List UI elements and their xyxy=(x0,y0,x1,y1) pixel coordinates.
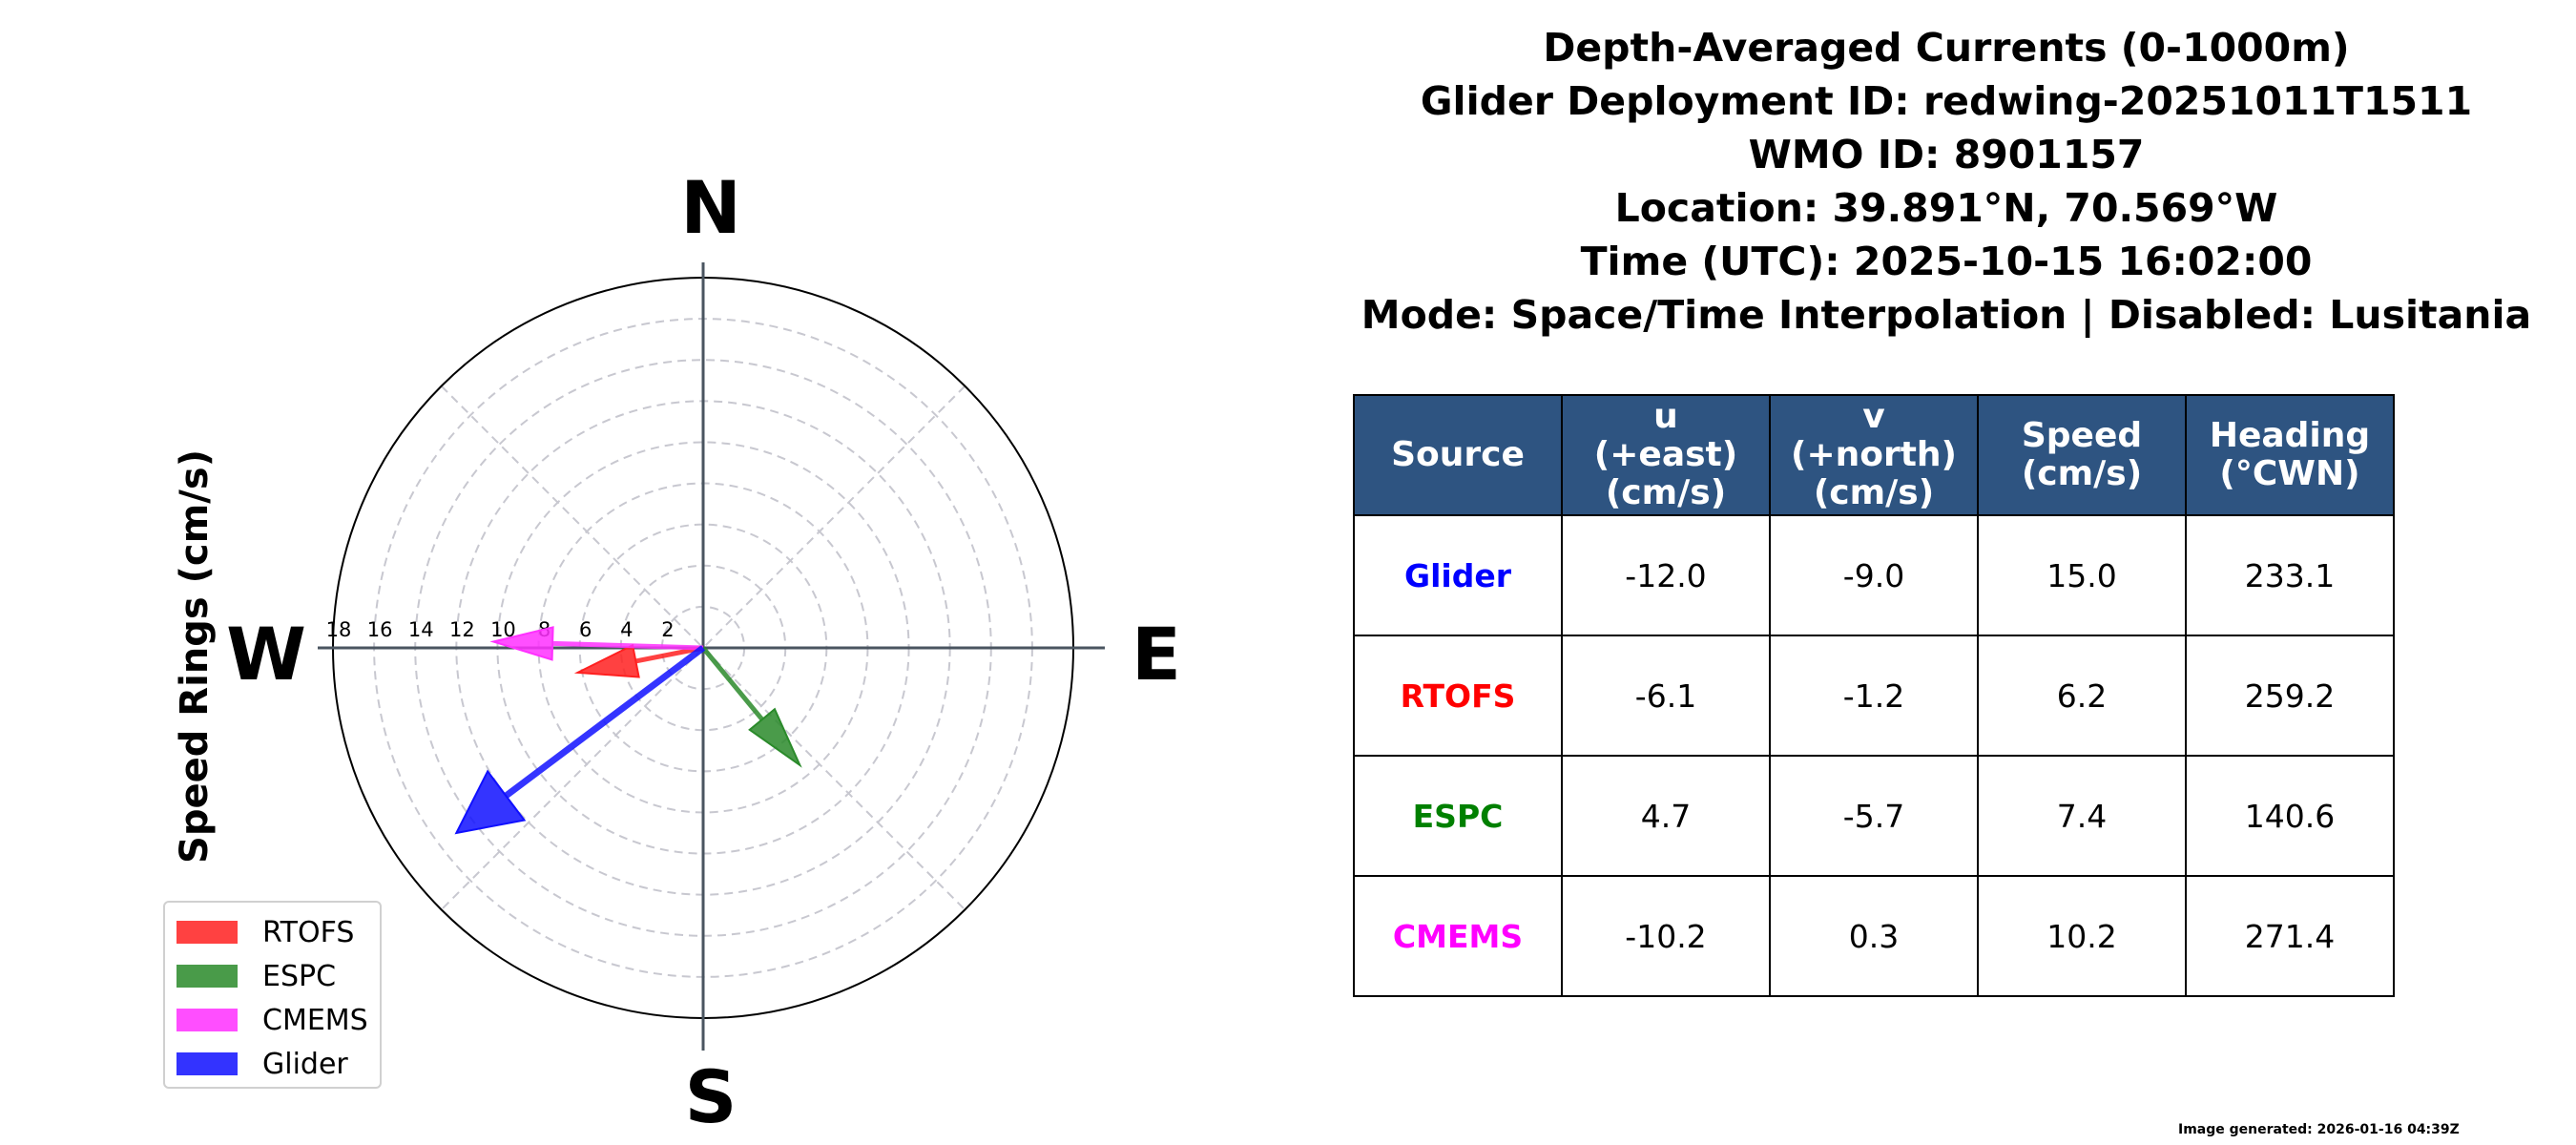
vector-head-espc xyxy=(748,707,802,768)
ring-tick-label: 2 xyxy=(661,618,674,641)
ring-tick-label: 4 xyxy=(620,618,633,641)
currents-table: Source u (+east) (cm/s) v (+north) (cm/s… xyxy=(1353,394,2395,997)
vector-shaft-rtofs xyxy=(634,645,704,664)
west-label: W xyxy=(226,612,306,697)
south-label: S xyxy=(684,1054,737,1139)
cell-source: ESPC xyxy=(1353,755,1563,877)
image-generated-timestamp: Image generated: 2026-01-16 04:39Z xyxy=(2178,1122,2460,1137)
title-line: Location: 39.891°N, 70.569°W xyxy=(1614,185,2278,231)
east-label: E xyxy=(1132,612,1181,697)
cell-u: 4.7 xyxy=(1561,755,1771,877)
vector-head-glider xyxy=(454,769,527,835)
legend-item-rtofs: RTOFS xyxy=(177,910,368,954)
table-row: ESPC 4.7 -5.7 7.4 140.6 xyxy=(1353,755,2395,877)
ring-tick-label: 14 xyxy=(408,618,434,641)
header-speed: Speed (cm/s) xyxy=(1977,394,2187,516)
figure-title: Depth-Averaged Currents (0-1000m) Glider… xyxy=(1278,21,2576,342)
legend-swatch xyxy=(177,1009,238,1031)
diagonal-gridline xyxy=(440,385,966,911)
cell-heading: 140.6 xyxy=(2185,755,2395,877)
vector-shaft-glider xyxy=(504,645,706,799)
cell-speed: 15.0 xyxy=(1977,514,2187,636)
legend-swatch xyxy=(177,921,238,944)
header-u: u (+east) (cm/s) xyxy=(1561,394,1771,516)
cell-speed: 6.2 xyxy=(1977,635,2187,757)
header-v: v (+north) (cm/s) xyxy=(1769,394,1979,516)
legend-swatch xyxy=(177,965,238,988)
cell-v: -1.2 xyxy=(1769,635,1979,757)
cell-u: -12.0 xyxy=(1561,514,1771,636)
y-axis-label: Speed Rings (cm/s) xyxy=(173,449,217,864)
legend-item-cmems: CMEMS xyxy=(177,998,368,1042)
cell-speed: 7.4 xyxy=(1977,755,2187,877)
header-heading: Heading (°CWN) xyxy=(2185,394,2395,516)
ring-tick-label: 16 xyxy=(367,618,393,641)
header-source: Source xyxy=(1353,394,1563,516)
cell-u: -6.1 xyxy=(1561,635,1771,757)
cell-source: RTOFS xyxy=(1353,635,1563,757)
cell-heading: 271.4 xyxy=(2185,875,2395,997)
ring-tick-label: 12 xyxy=(449,618,475,641)
legend: RTOFS ESPC CMEMS Glider xyxy=(163,901,382,1089)
ring-tick-label: 18 xyxy=(326,618,352,641)
legend-item-glider: Glider xyxy=(177,1042,368,1086)
ring-tick-label: 6 xyxy=(579,618,592,641)
legend-swatch xyxy=(177,1052,238,1075)
vector-shaft-espc xyxy=(701,646,764,721)
diagonal-gridline xyxy=(440,385,966,911)
title-line: Glider Deployment ID: redwing-20251011T1… xyxy=(1420,78,2473,124)
table-row: CMEMS -10.2 0.3 10.2 271.4 xyxy=(1353,875,2395,997)
vector-head-cmems xyxy=(489,626,554,661)
vector-shaft-cmems xyxy=(552,640,704,651)
cell-speed: 10.2 xyxy=(1977,875,2187,997)
title-line: Mode: Space/Time Interpolation | Disable… xyxy=(1361,292,2532,338)
north-label: N xyxy=(680,165,741,250)
title-line: Time (UTC): 2025-10-15 16:02:00 xyxy=(1580,239,2313,284)
legend-item-espc: ESPC xyxy=(177,954,368,998)
cell-source: CMEMS xyxy=(1353,875,1563,997)
cell-u: -10.2 xyxy=(1561,875,1771,997)
legend-label: ESPC xyxy=(262,959,337,993)
cell-v: -9.0 xyxy=(1769,514,1979,636)
table-row: RTOFS -6.1 -1.2 6.2 259.2 xyxy=(1353,635,2395,757)
legend-label: Glider xyxy=(262,1047,348,1081)
cell-heading: 259.2 xyxy=(2185,635,2395,757)
title-line: Depth-Averaged Currents (0-1000m) xyxy=(1543,25,2350,71)
legend-label: CMEMS xyxy=(262,1003,368,1037)
table-header-row: Source u (+east) (cm/s) v (+north) (cm/s… xyxy=(1353,394,2395,516)
cell-v: 0.3 xyxy=(1769,875,1979,997)
vector-head-rtofs xyxy=(573,643,640,678)
title-line: WMO ID: 8901157 xyxy=(1748,132,2145,177)
polar-plot: 24681012141618 xyxy=(318,262,1105,1051)
legend-label: RTOFS xyxy=(262,915,355,949)
cell-v: -5.7 xyxy=(1769,755,1979,877)
cell-source: Glider xyxy=(1353,514,1563,636)
cell-heading: 233.1 xyxy=(2185,514,2395,636)
table-row: Glider -12.0 -9.0 15.0 233.1 xyxy=(1353,514,2395,636)
